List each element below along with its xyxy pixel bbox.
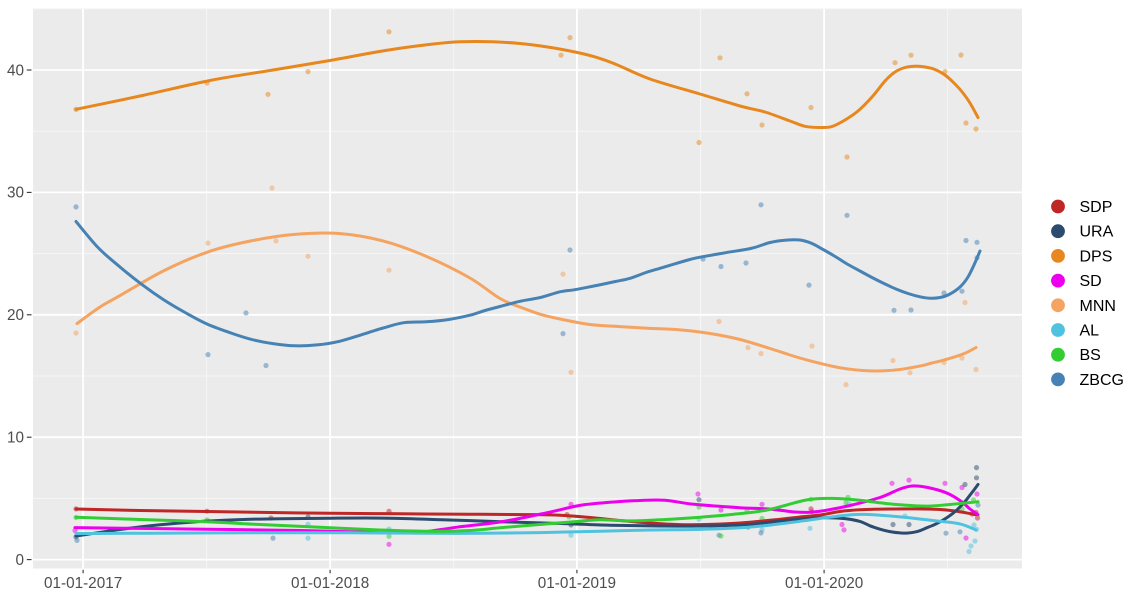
svg-text:0: 0	[15, 552, 24, 569]
svg-text:40: 40	[7, 62, 24, 79]
svg-text:URA: URA	[1080, 224, 1114, 241]
svg-text:01-01-2017: 01-01-2017	[44, 575, 122, 592]
svg-text:01-01-2019: 01-01-2019	[538, 575, 616, 592]
svg-text:DPS: DPS	[1080, 248, 1113, 265]
svg-text:BS: BS	[1080, 347, 1101, 364]
svg-text:MNN: MNN	[1080, 298, 1116, 315]
svg-text:SDP: SDP	[1080, 199, 1113, 216]
svg-text:10: 10	[7, 430, 24, 447]
svg-text:01-01-2018: 01-01-2018	[291, 575, 369, 592]
svg-text:AL: AL	[1080, 323, 1100, 340]
svg-text:ZBCG: ZBCG	[1080, 372, 1124, 389]
svg-text:01-01-2020: 01-01-2020	[785, 575, 863, 592]
svg-text:30: 30	[7, 185, 24, 202]
svg-text:SD: SD	[1080, 273, 1102, 290]
svg-text:20: 20	[7, 307, 24, 324]
